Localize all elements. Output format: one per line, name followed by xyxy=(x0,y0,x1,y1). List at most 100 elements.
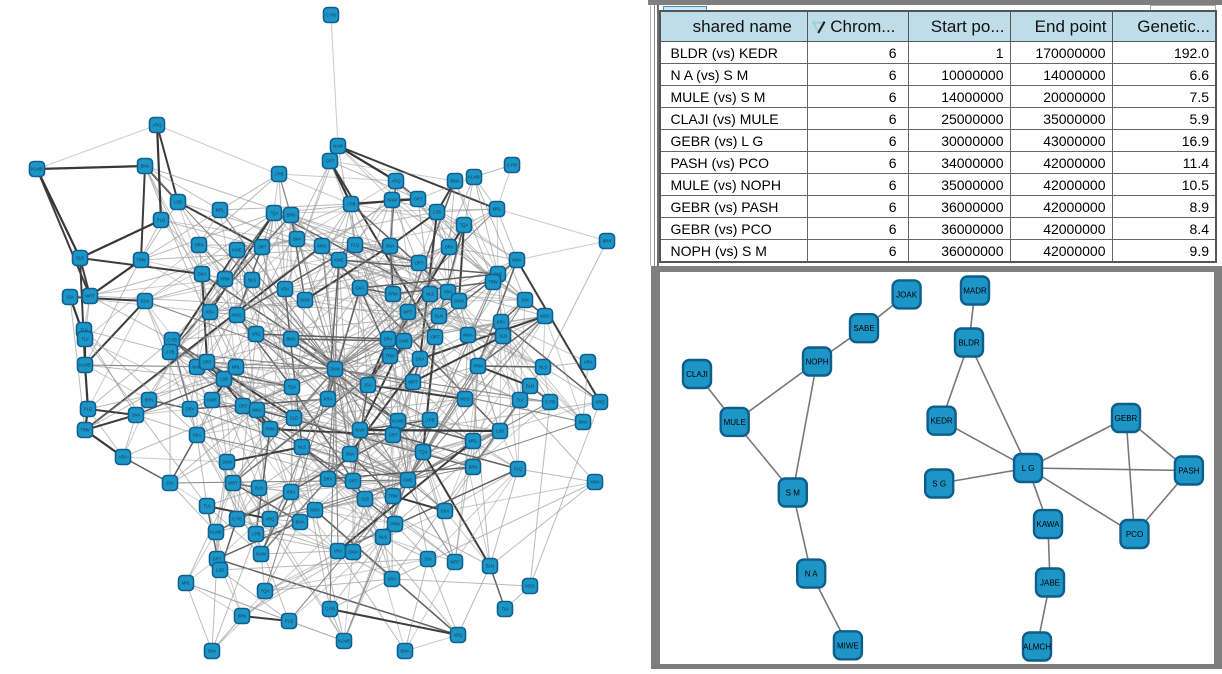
svg-text:TRW: TRW xyxy=(488,280,498,285)
svg-text:TRW: TRW xyxy=(80,428,90,433)
svg-text:J PB: J PB xyxy=(275,172,284,177)
svg-text:BRN: BRN xyxy=(238,614,247,619)
svg-text:KRA: KRA xyxy=(206,310,215,315)
svg-text:L G: L G xyxy=(1022,464,1035,473)
svg-text:BMA: BMA xyxy=(578,420,587,425)
svg-text:SNA: SNA xyxy=(293,237,302,242)
svg-text:NLS: NLS xyxy=(539,365,547,370)
svg-text:J PB: J PB xyxy=(426,418,435,423)
svg-text:TLV: TLV xyxy=(80,328,88,333)
svg-text:SNA: SNA xyxy=(386,244,395,249)
svg-text:NAW: NAW xyxy=(256,552,266,557)
svg-text:MRL: MRL xyxy=(493,207,503,212)
svg-text:MADR: MADR xyxy=(963,286,987,295)
svg-text:VRA: VRA xyxy=(584,360,593,365)
svg-text:MRL: MRL xyxy=(232,365,242,370)
svg-text:KRA: KRA xyxy=(324,397,333,402)
svg-text:PRM: PRM xyxy=(388,292,398,297)
svg-text:MRL: MRL xyxy=(216,208,226,213)
svg-text:NLS: NLS xyxy=(298,445,306,450)
svg-text:DRV: DRV xyxy=(324,477,333,482)
svg-text:NAW: NAW xyxy=(387,198,397,203)
svg-text:S M: S M xyxy=(786,488,801,497)
svg-text:VRA: VRA xyxy=(119,455,128,460)
svg-text:PRM: PRM xyxy=(220,277,230,282)
svg-text:BLDR: BLDR xyxy=(958,338,980,347)
svg-text:KLMB: KLMB xyxy=(338,639,350,644)
svg-text:SLB: SLB xyxy=(76,256,84,261)
svg-text:ARQ: ARQ xyxy=(265,517,275,522)
svg-text:ARQ: ARQ xyxy=(251,332,261,337)
svg-text:TQA: TQA xyxy=(261,589,270,594)
svg-text:GRT: GRT xyxy=(414,197,423,202)
svg-text:KWE: KWE xyxy=(232,248,242,253)
svg-text:KAWA: KAWA xyxy=(1037,520,1061,529)
svg-text:KLMB: KLMB xyxy=(31,167,43,172)
svg-text:SLB: SLB xyxy=(361,497,369,502)
svg-text:JSA: JSA xyxy=(521,298,529,303)
svg-text:TQA: TQA xyxy=(460,223,469,228)
svg-text:S G: S G xyxy=(932,479,946,488)
svg-text:BMA: BMA xyxy=(400,649,409,654)
svg-text:TLV: TLV xyxy=(81,337,89,342)
svg-text:BLN: BLN xyxy=(486,564,494,569)
svg-text:LSB: LSB xyxy=(496,429,504,434)
svg-text:NOPH: NOPH xyxy=(805,357,828,366)
svg-text:KLMB: KLMB xyxy=(392,419,404,424)
svg-text:MNA: MNA xyxy=(590,480,600,485)
svg-text:BMA: BMA xyxy=(286,337,295,342)
svg-text:BRN: BRN xyxy=(469,465,478,470)
svg-text:C PB: C PB xyxy=(545,400,555,405)
svg-text:WRT: WRT xyxy=(450,560,460,565)
svg-text:KLMB: KLMB xyxy=(468,175,480,180)
svg-text:PLQ: PLQ xyxy=(285,619,294,624)
svg-text:VRA: VRA xyxy=(444,290,453,295)
svg-text:CLAJI: CLAJI xyxy=(686,370,708,379)
svg-text:ORT: ORT xyxy=(415,261,424,266)
svg-text:JABE: JABE xyxy=(1040,578,1060,587)
svg-text:KRA: KRA xyxy=(497,320,506,325)
svg-text:KWE: KWE xyxy=(207,398,217,403)
svg-text:TLV: TLV xyxy=(501,607,509,612)
svg-text:MNA: MNA xyxy=(252,408,262,413)
svg-text:ORT: ORT xyxy=(431,335,440,340)
svg-text:J PB: J PB xyxy=(347,202,356,207)
svg-text:DKM: DKM xyxy=(300,298,310,303)
svg-text:SLB: SLB xyxy=(499,334,507,339)
svg-text:TQA: TQA xyxy=(288,385,297,390)
svg-text:PRM: PRM xyxy=(473,364,483,369)
svg-text:C PB: C PB xyxy=(507,163,517,168)
svg-text:J PB: J PB xyxy=(252,532,261,537)
svg-text:ARQ: ARQ xyxy=(391,179,401,184)
svg-text:GRT: GRT xyxy=(203,360,212,365)
svg-text:C PB: C PB xyxy=(167,338,177,343)
svg-text:KRA: KRA xyxy=(287,490,296,495)
svg-text:VRA: VRA xyxy=(281,287,290,292)
svg-text:BRN: BRN xyxy=(145,398,154,403)
svg-text:DKM: DKM xyxy=(454,299,464,304)
svg-text:LSB: LSB xyxy=(216,568,224,573)
svg-text:GKA: GKA xyxy=(441,509,450,514)
svg-text:GEBR: GEBR xyxy=(1115,414,1138,423)
svg-text:J PB: J PB xyxy=(166,350,175,355)
svg-text:GRT: GRT xyxy=(326,159,335,164)
svg-text:NLS: NLS xyxy=(248,278,256,283)
svg-text:DRV: DRV xyxy=(445,245,454,250)
svg-text:KWE: KWE xyxy=(403,478,413,483)
svg-text:BMA: BMA xyxy=(295,520,304,525)
svg-text:JSA: JSA xyxy=(66,295,74,300)
svg-text:PLQ: PLQ xyxy=(157,218,166,223)
svg-text:N A: N A xyxy=(805,569,819,578)
svg-text:KLMB: KLMB xyxy=(79,363,91,368)
svg-text:PRM: PRM xyxy=(390,522,400,527)
svg-text:ARQ: ARQ xyxy=(595,400,605,405)
svg-text:TRW: TRW xyxy=(388,494,398,499)
svg-text:TQA: TQA xyxy=(419,450,428,455)
svg-text:PASH: PASH xyxy=(1178,466,1199,475)
svg-text:JSA: JSA xyxy=(364,383,372,388)
svg-text:ARQ: ARQ xyxy=(453,633,463,638)
svg-text:MNA: MNA xyxy=(512,258,522,263)
svg-text:ARQ: ARQ xyxy=(152,123,162,128)
svg-text:GKA: GKA xyxy=(356,286,365,291)
svg-text:DRV: DRV xyxy=(186,407,195,412)
